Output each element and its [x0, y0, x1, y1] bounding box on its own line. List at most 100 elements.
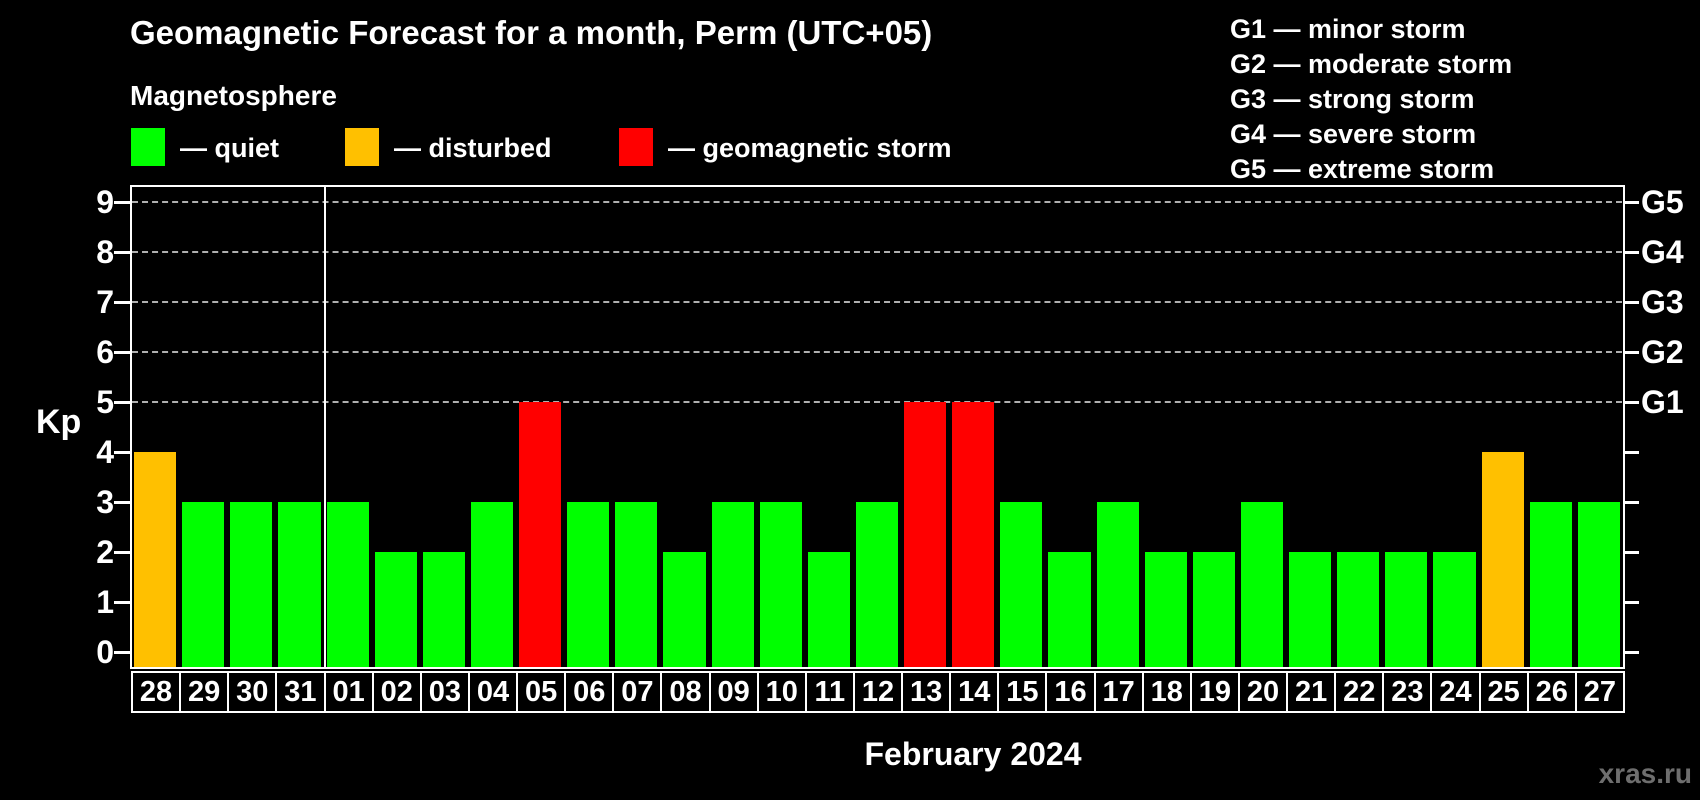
day-label-25: 25	[1478, 671, 1529, 713]
gridline-kp8	[132, 251, 1622, 253]
gridline-kp7	[132, 301, 1622, 303]
day-label-14: 14	[949, 671, 1000, 713]
kp-bar-day-04	[470, 502, 514, 667]
gridline-kp5	[132, 401, 1622, 403]
gridline-kp9	[132, 201, 1622, 203]
day-label-11: 11	[804, 671, 855, 713]
kp-bar-day-07	[615, 502, 658, 667]
plot-area-border	[130, 185, 1625, 669]
gridline-kp6	[132, 351, 1622, 353]
kp-bar-day-09	[711, 502, 754, 667]
day-label-19: 19	[1189, 671, 1240, 713]
day-label-21: 21	[1286, 671, 1337, 713]
right-axis-label-g3: G3	[1641, 284, 1684, 320]
disturbed-legend-swatch	[345, 128, 379, 166]
day-label-27: 27	[1574, 671, 1625, 713]
y-tick-left-0	[114, 651, 130, 654]
day-label-16: 16	[1045, 671, 1096, 713]
y-tick-left-1	[114, 601, 130, 604]
kp-bar-day-05	[519, 402, 562, 667]
day-label-07: 07	[612, 671, 663, 713]
day-label-03: 03	[419, 671, 470, 713]
storm-legend-swatch	[619, 128, 653, 166]
y-tick-label-0: 0	[96, 634, 114, 670]
y-tick-right-5	[1623, 401, 1639, 404]
day-label-28: 28	[131, 671, 182, 713]
day-label-09: 09	[708, 671, 759, 713]
kp-bar-day-30	[230, 502, 273, 667]
y-tick-label-1: 1	[96, 584, 114, 620]
y-tick-label-3: 3	[96, 484, 114, 520]
y-tick-left-9	[114, 201, 130, 204]
kp-bar-day-13	[904, 402, 947, 667]
y-tick-left-2	[114, 551, 130, 554]
y-tick-right-9	[1623, 201, 1639, 204]
y-tick-right-1	[1623, 601, 1639, 604]
y-tick-label-8: 8	[96, 234, 114, 270]
right-axis-label-g1: G1	[1641, 384, 1684, 420]
kp-bar-day-02	[374, 552, 417, 667]
disturbed-legend-label: — disturbed	[394, 133, 552, 163]
y-tick-right-8	[1623, 251, 1639, 254]
kp-bar-day-06	[567, 502, 610, 667]
day-label-04: 04	[467, 671, 519, 713]
kp-bar-day-29	[182, 502, 225, 667]
day-label-26: 26	[1526, 671, 1577, 713]
day-label-15: 15	[997, 671, 1048, 713]
right-axis-label-g2: G2	[1641, 334, 1684, 370]
quiet-legend-label: — quiet	[180, 133, 279, 163]
y-tick-left-5	[114, 401, 130, 404]
y-tick-right-0	[1623, 651, 1639, 654]
kp-bar-day-12	[855, 502, 899, 667]
kp-bar-day-28	[134, 452, 177, 667]
y-tick-left-7	[114, 301, 130, 304]
day-label-24: 24	[1430, 671, 1481, 713]
kp-bar-day-08	[663, 552, 706, 667]
kp-bar-day-01	[326, 502, 369, 667]
day-label-31: 31	[275, 671, 326, 713]
day-label-12: 12	[852, 671, 904, 713]
g-legend-line: G2 — moderate storm	[1230, 49, 1513, 79]
g-legend-line: G3 — strong storm	[1230, 84, 1475, 114]
kp-bar-day-11	[807, 552, 850, 667]
kp-bar-day-18	[1144, 552, 1187, 667]
y-tick-label-2: 2	[96, 534, 114, 570]
y-tick-right-7	[1623, 301, 1639, 304]
day-label-02: 02	[371, 671, 422, 713]
day-label-06: 06	[564, 671, 615, 713]
day-label-01: 01	[323, 671, 374, 713]
quiet-legend-swatch	[131, 128, 165, 166]
y-tick-right-2	[1623, 551, 1639, 554]
right-axis-label-g4: G4	[1641, 234, 1684, 270]
g-scale-legend: G1 — minor storm G2 — moderate storm G3 — …	[1230, 12, 1512, 187]
g-legend-line: G5 — extreme storm	[1230, 154, 1495, 184]
kp-bar-day-21	[1289, 552, 1332, 667]
day-label-10: 10	[756, 671, 807, 713]
kp-bar-day-27	[1577, 502, 1620, 667]
month-divider-line	[323, 187, 326, 667]
right-axis-label-g5: G5	[1641, 184, 1684, 220]
watermark-text: xras.ru	[1598, 758, 1692, 789]
kp-bar-day-17	[1096, 502, 1139, 667]
chart-subtitle: Magnetosphere	[130, 80, 337, 111]
y-tick-right-6	[1623, 351, 1639, 354]
y-tick-label-6: 6	[96, 334, 114, 370]
y-tick-left-4	[114, 451, 130, 454]
kp-bar-day-26	[1529, 502, 1572, 667]
y-tick-label-4: 4	[96, 434, 114, 470]
y-axis-title: Kp	[36, 403, 82, 441]
day-label-05: 05	[516, 671, 567, 713]
day-label-23: 23	[1382, 671, 1433, 713]
y-tick-left-3	[114, 501, 130, 504]
kp-bar-day-25	[1481, 452, 1524, 667]
x-axis-month-label: February 2024	[864, 736, 1082, 772]
y-tick-label-9: 9	[96, 184, 114, 220]
day-label-29: 29	[179, 671, 230, 713]
y-tick-label-5: 5	[96, 384, 114, 420]
kp-bar-day-22	[1337, 552, 1380, 667]
kp-bar-day-16	[1048, 552, 1091, 667]
kp-bar-day-24	[1433, 552, 1476, 667]
kp-bar-day-19	[1192, 552, 1235, 667]
day-label-30: 30	[227, 671, 278, 713]
